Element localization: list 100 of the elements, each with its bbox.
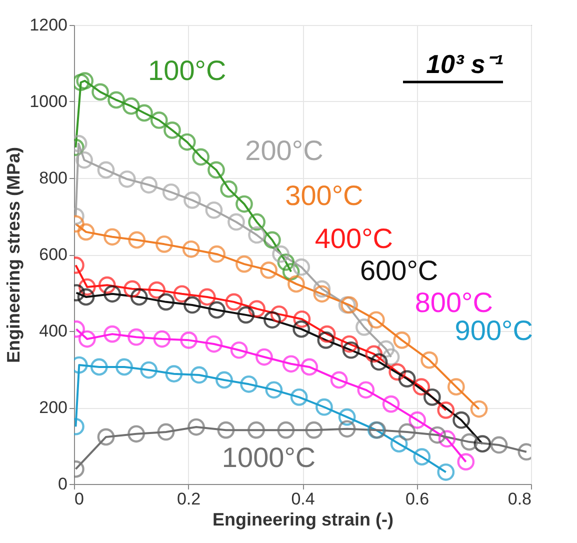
point: [290, 388, 308, 406]
y-tick-label: 1200: [30, 16, 68, 34]
point: [447, 378, 465, 396]
text: 900°C: [454, 315, 533, 346]
point: [165, 365, 183, 383]
point: [260, 262, 278, 279]
text: 800°C: [414, 286, 493, 318]
point: [264, 311, 281, 329]
point: [128, 231, 146, 249]
point: [490, 436, 508, 454]
series-label: 200°C: [245, 134, 324, 166]
point: [277, 253, 295, 271]
point: [208, 245, 226, 263]
point: [357, 381, 375, 399]
point: [180, 332, 198, 349]
point: [97, 428, 115, 446]
point: [420, 351, 438, 369]
point: [457, 453, 475, 470]
y-tick-label: 400: [39, 322, 68, 340]
point: [338, 408, 356, 426]
point: [220, 180, 238, 198]
point: [382, 395, 400, 413]
x-axis-title: Engineering strain (-): [212, 510, 394, 530]
point: [116, 358, 133, 376]
point: [184, 192, 201, 209]
point: [265, 381, 283, 399]
point: [77, 288, 95, 306]
point: [282, 263, 300, 280]
point: [452, 411, 470, 429]
point: [292, 258, 310, 276]
point: [356, 318, 373, 336]
point: [122, 97, 140, 115]
point: [270, 306, 288, 323]
point: [264, 231, 281, 249]
point: [104, 285, 121, 303]
point: [225, 293, 243, 311]
point: [150, 112, 168, 129]
point: [140, 361, 158, 379]
point: [460, 433, 478, 451]
series-label: 300°C: [285, 180, 364, 212]
point: [92, 83, 109, 101]
point: [182, 240, 200, 258]
point: [277, 421, 295, 439]
point: [370, 353, 388, 371]
point: [157, 293, 175, 311]
point: [208, 161, 225, 179]
point: [128, 328, 145, 346]
point: [248, 421, 265, 439]
point: [292, 320, 310, 338]
point: [388, 363, 406, 381]
x-tick-label: 0.8: [508, 490, 532, 508]
point: [118, 170, 136, 188]
text: 10³ s⁻¹: [426, 49, 504, 79]
point: [192, 148, 210, 166]
point: [288, 275, 305, 293]
point: [313, 285, 331, 303]
point: [78, 278, 96, 296]
point: [230, 341, 248, 359]
point: [305, 421, 323, 439]
point: [136, 104, 153, 122]
point: [188, 418, 205, 436]
point: [162, 183, 180, 201]
point: [205, 201, 223, 219]
point: [104, 228, 121, 246]
y-tick-label: 0: [58, 474, 68, 494]
point: [408, 411, 426, 429]
point: [413, 448, 431, 466]
point: [104, 325, 121, 343]
point: [398, 423, 416, 441]
point: [338, 420, 356, 438]
point: [437, 463, 455, 481]
x-tick-label: 0.4: [291, 490, 315, 508]
point: [368, 311, 385, 329]
point: [198, 288, 216, 306]
point: [76, 151, 93, 169]
point: [340, 335, 358, 353]
point: [474, 435, 492, 453]
point: [78, 330, 96, 348]
point: [228, 213, 245, 231]
point: [313, 280, 331, 298]
text: 400°C: [314, 222, 393, 254]
y-axis-title: Engineering stress (MPa): [4, 146, 24, 364]
point: [237, 306, 255, 324]
point: [398, 370, 416, 388]
point: [77, 223, 95, 241]
point: [423, 388, 441, 406]
point: [377, 340, 395, 358]
point: [382, 348, 400, 366]
point: [240, 376, 258, 393]
point: [124, 280, 141, 298]
point: [208, 301, 226, 319]
y-tick-label: 1000: [30, 92, 68, 111]
point: [342, 341, 360, 359]
point: [437, 402, 455, 419]
point: [428, 426, 446, 444]
point: [98, 276, 116, 294]
point: [157, 423, 175, 441]
point: [156, 236, 173, 253]
point: [178, 133, 196, 151]
point: [393, 332, 411, 349]
